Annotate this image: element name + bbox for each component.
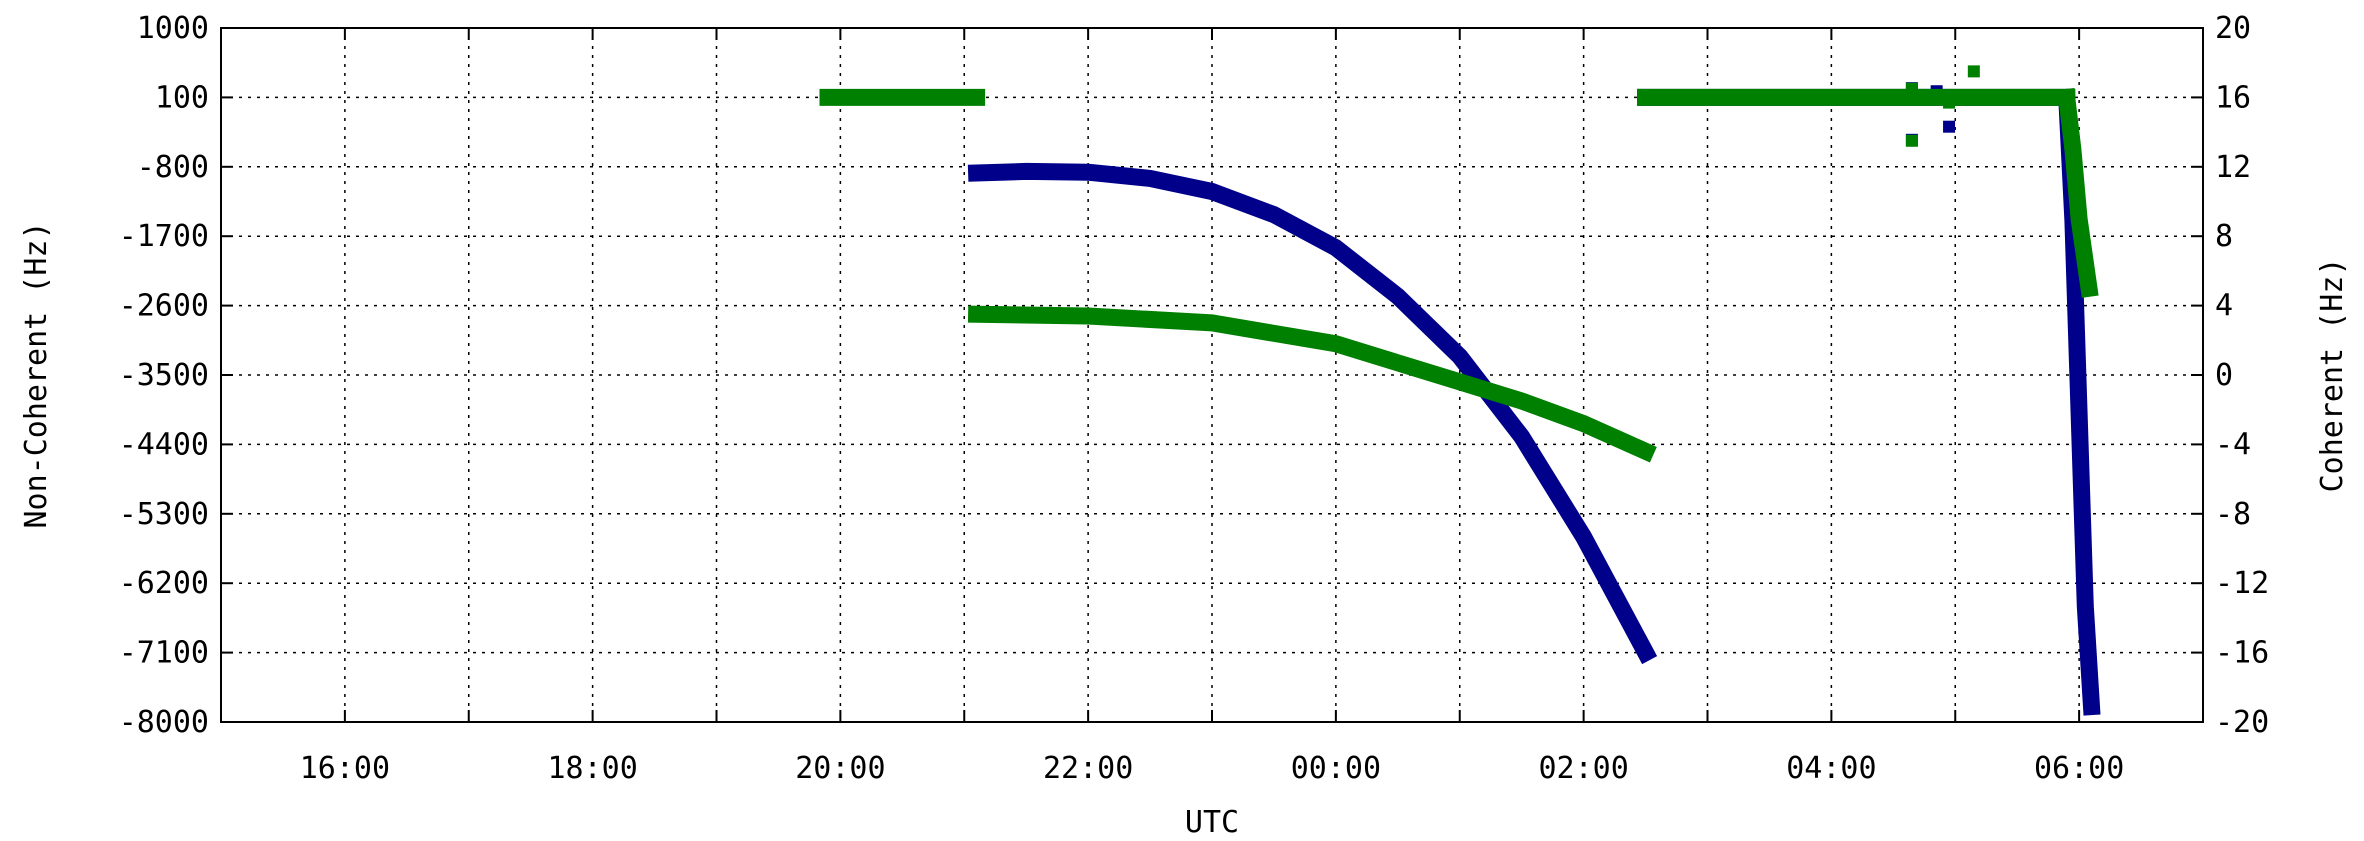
x-tick-label: 00:00 bbox=[1291, 751, 1381, 786]
left-tick-label: -800 bbox=[137, 150, 209, 185]
coherent-point bbox=[1905, 82, 1918, 95]
x-tick-label: 02:00 bbox=[1538, 751, 1628, 786]
right-axis: 20 16 12 8 4 0 -4 -8 -12 -16 -20 bbox=[2191, 11, 2269, 740]
x-axis: 16:00 18:00 20:00 22:00 00:00 02:00 04:00 06:00 bbox=[300, 28, 2124, 786]
left-tick-label: -2600 bbox=[119, 289, 209, 324]
coherent-point bbox=[1905, 134, 1918, 147]
coherent-segment-1 bbox=[967, 305, 1657, 463]
left-tick-label: -7100 bbox=[119, 636, 209, 671]
x-tick-label: 04:00 bbox=[1786, 751, 1876, 786]
left-axis: 1000 100 -800 -1700 -2600 -3500 -4400 -5300 -620… bbox=[119, 11, 233, 740]
right-tick-label: 0 bbox=[2215, 358, 2233, 393]
coherent-point bbox=[1967, 65, 1980, 78]
right-tick-label: -4 bbox=[2215, 427, 2251, 462]
right-tick-label: -20 bbox=[2215, 705, 2269, 740]
x-tick-label: 20:00 bbox=[795, 751, 885, 786]
right-tick-label: 16 bbox=[2215, 80, 2251, 115]
grid bbox=[221, 28, 2203, 722]
right-tick-label: -8 bbox=[2215, 497, 2251, 532]
left-tick-label: -4400 bbox=[119, 427, 209, 462]
right-tick-label: -16 bbox=[2215, 636, 2269, 671]
right-axis-label: Coherent (Hz) bbox=[2315, 258, 2350, 493]
coherent-segment-3 bbox=[2057, 87, 2099, 298]
coherent-point bbox=[1943, 96, 1956, 109]
right-tick-label: 20 bbox=[2215, 11, 2251, 46]
right-tick-label: 12 bbox=[2215, 150, 2251, 185]
non_coherent-point bbox=[1943, 120, 1956, 133]
x-tick-label: 06:00 bbox=[2034, 751, 2124, 786]
left-tick-label: 100 bbox=[155, 80, 209, 115]
series-layer bbox=[819, 65, 2101, 716]
x-tick-label: 18:00 bbox=[547, 751, 637, 786]
x-tick-label: 22:00 bbox=[1043, 751, 1133, 786]
x-axis-label: UTC bbox=[1185, 805, 1239, 840]
right-tick-label: -12 bbox=[2215, 566, 2269, 601]
left-tick-label: -8000 bbox=[119, 705, 209, 740]
left-tick-label: -5300 bbox=[119, 497, 209, 532]
left-tick-label: -1700 bbox=[119, 219, 209, 254]
right-tick-label: 4 bbox=[2215, 289, 2233, 324]
x-tick-label: 16:00 bbox=[300, 751, 390, 786]
left-tick-label: -6200 bbox=[119, 566, 209, 601]
left-tick-label: 1000 bbox=[137, 11, 209, 46]
right-tick-label: 8 bbox=[2215, 219, 2233, 254]
left-tick-label: -3500 bbox=[119, 358, 209, 393]
left-axis-label: Non-Coherent (Hz) bbox=[19, 221, 54, 528]
non_coherent-segment-0 bbox=[967, 162, 1658, 665]
